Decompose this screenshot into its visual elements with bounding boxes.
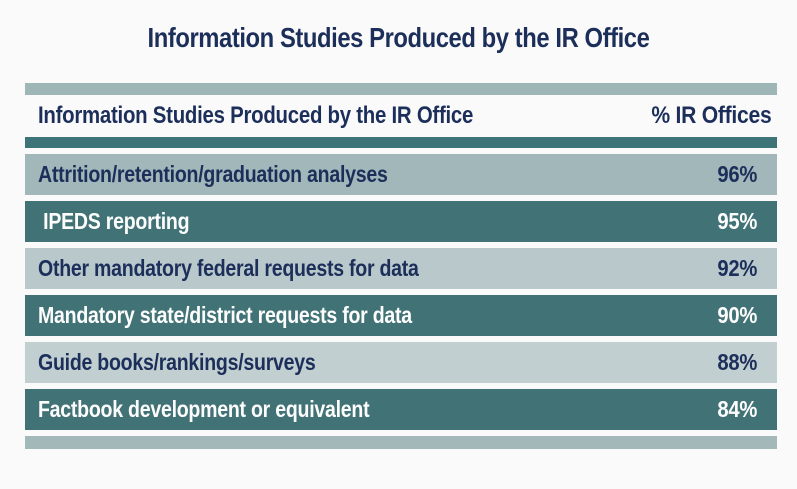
row-value: 90%	[717, 302, 757, 328]
page-title: Information Studies Produced by the IR O…	[147, 22, 650, 53]
table-header-row: Information Studies Produced by the IR O…	[25, 95, 777, 137]
ir-studies-table: Information Studies Produced by the IR O…	[25, 83, 777, 449]
row-label: Mandatory state/district requests for da…	[38, 302, 412, 328]
table-row: Guide books/rankings/surveys 88%	[25, 342, 777, 383]
table-bottom-border	[25, 436, 777, 449]
row-label: Factbook development or equivalent	[38, 396, 370, 422]
row-label: Other mandatory federal requests for dat…	[38, 255, 419, 281]
table-row: Other mandatory federal requests for dat…	[25, 248, 777, 289]
table-top-border	[25, 83, 777, 95]
page: Information Studies Produced by the IR O…	[0, 0, 797, 449]
table-row: IPEDS reporting 95%	[25, 201, 777, 242]
row-label: IPEDS reporting	[38, 208, 190, 234]
row-value: 88%	[717, 349, 757, 375]
table-body: Attrition/retention/graduation analyses 9…	[25, 154, 777, 430]
column-header-percent: % IR Offices	[650, 102, 771, 129]
table-row: Attrition/retention/graduation analyses 9…	[25, 154, 777, 195]
row-value: 84%	[717, 396, 757, 422]
row-value: 96%	[717, 161, 757, 187]
table-row: Factbook development or equivalent 84%	[25, 389, 777, 430]
row-value: 92%	[717, 255, 757, 281]
row-label: Guide books/rankings/surveys	[38, 349, 316, 375]
header-divider	[25, 137, 777, 148]
column-header-studies: Information Studies Produced by the IR O…	[38, 102, 474, 129]
row-label: Attrition/retention/graduation analyses	[38, 161, 388, 187]
row-value: 95%	[717, 208, 757, 234]
table-row: Mandatory state/district requests for da…	[25, 295, 777, 336]
